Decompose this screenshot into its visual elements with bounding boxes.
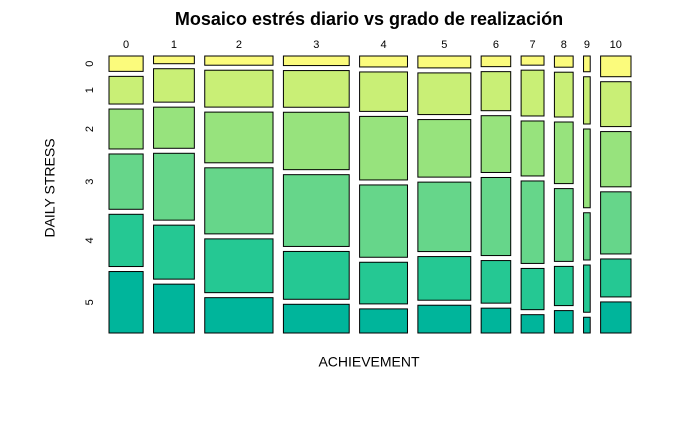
mosaic-cell xyxy=(553,71,574,118)
x-tick-label: 3 xyxy=(313,39,319,51)
mosaic-cell xyxy=(520,180,545,264)
mosaic-cell xyxy=(108,75,144,105)
mosaic-cell xyxy=(520,314,545,334)
mosaic-cell xyxy=(282,250,350,300)
mosaic-cell xyxy=(204,238,274,294)
mosaic-cell xyxy=(153,224,195,280)
mosaic-cell xyxy=(204,167,274,235)
mosaic-cell xyxy=(282,111,350,171)
mosaic-cell xyxy=(108,271,144,334)
mosaic-cell xyxy=(417,55,472,69)
mosaic-cell xyxy=(553,188,574,262)
mosaic-cell xyxy=(204,111,274,164)
y-tick-label: 0 xyxy=(84,61,96,67)
y-tick-label: 3 xyxy=(84,179,96,185)
mosaic-cell xyxy=(417,119,472,178)
mosaic-cell xyxy=(153,68,195,103)
mosaic-cell xyxy=(583,55,591,73)
mosaic-cell xyxy=(480,115,512,173)
mosaic-cell xyxy=(359,308,408,334)
mosaic-cell xyxy=(153,283,195,334)
mosaic-cell xyxy=(282,174,350,247)
mosaic-cell xyxy=(153,152,195,221)
y-axis-label: DAILY STRESS xyxy=(42,138,58,237)
y-tick-label: 1 xyxy=(84,87,96,93)
mosaic-cell xyxy=(553,121,574,185)
y-tick-label: 5 xyxy=(84,299,96,305)
x-axis-label: ACHIEVEMENT xyxy=(318,354,420,370)
mosaic-cell xyxy=(583,128,591,209)
mosaic-cell xyxy=(583,316,591,334)
mosaic-cell xyxy=(553,310,574,334)
mosaic-cell xyxy=(417,72,472,116)
mosaic-cell xyxy=(600,258,632,298)
mosaic-cell xyxy=(417,304,472,334)
mosaic-cell xyxy=(480,260,512,304)
mosaic-cell xyxy=(417,256,472,301)
x-tick-label: 7 xyxy=(529,39,535,51)
mosaic-cell xyxy=(108,153,144,210)
x-tick-label: 1 xyxy=(171,39,177,51)
x-tick-label: 8 xyxy=(561,39,567,51)
mosaic-cell xyxy=(108,213,144,268)
mosaic-cell xyxy=(359,261,408,305)
mosaic-cell xyxy=(282,55,350,67)
mosaic-cell xyxy=(480,55,512,68)
mosaic-cell xyxy=(600,191,632,255)
mosaic-cell xyxy=(359,115,408,181)
mosaic-cell xyxy=(282,303,350,334)
mosaic-cell xyxy=(600,55,632,78)
mosaic-cell xyxy=(359,184,408,258)
mosaic-cell xyxy=(520,55,545,66)
mosaic-cell xyxy=(583,76,591,125)
y-tick-label: 2 xyxy=(84,126,96,132)
mosaic-cell xyxy=(153,55,195,65)
mosaic-cell xyxy=(553,55,574,68)
x-tick-label: 2 xyxy=(236,39,242,51)
mosaic-cell xyxy=(600,81,632,128)
mosaic-cell xyxy=(480,176,512,257)
mosaic-cell xyxy=(359,55,408,68)
mosaic-cell xyxy=(600,301,632,334)
mosaic-cell xyxy=(204,297,274,334)
mosaic-cell xyxy=(108,108,144,150)
mosaic-cell xyxy=(583,212,591,261)
mosaic-cell xyxy=(553,265,574,307)
mosaic-cell xyxy=(520,69,545,117)
mosaic-cell xyxy=(153,106,195,149)
mosaic-cell xyxy=(359,71,408,112)
mosaic-cell xyxy=(108,55,144,72)
mosaic-cell xyxy=(600,131,632,188)
mosaic-cell xyxy=(520,120,545,177)
x-tick-label: 10 xyxy=(610,39,622,51)
mosaic-cell xyxy=(480,307,512,334)
mosaic-cell xyxy=(282,70,350,108)
mosaic-cell xyxy=(480,71,512,112)
mosaic-cell xyxy=(583,264,591,313)
mosaic-cell xyxy=(204,69,274,108)
mosaic-cell xyxy=(520,267,545,311)
mosaic-cell xyxy=(204,55,274,66)
y-tick-label: 4 xyxy=(84,237,96,243)
x-tick-label: 5 xyxy=(441,39,447,51)
mosaic-cell xyxy=(417,181,472,253)
x-tick-label: 0 xyxy=(123,39,129,51)
chart-title: Mosaico estrés diario vs grado de realiz… xyxy=(175,9,563,29)
x-tick-label: 9 xyxy=(584,39,590,51)
x-tick-label: 4 xyxy=(380,39,386,51)
x-tick-label: 6 xyxy=(493,39,499,51)
